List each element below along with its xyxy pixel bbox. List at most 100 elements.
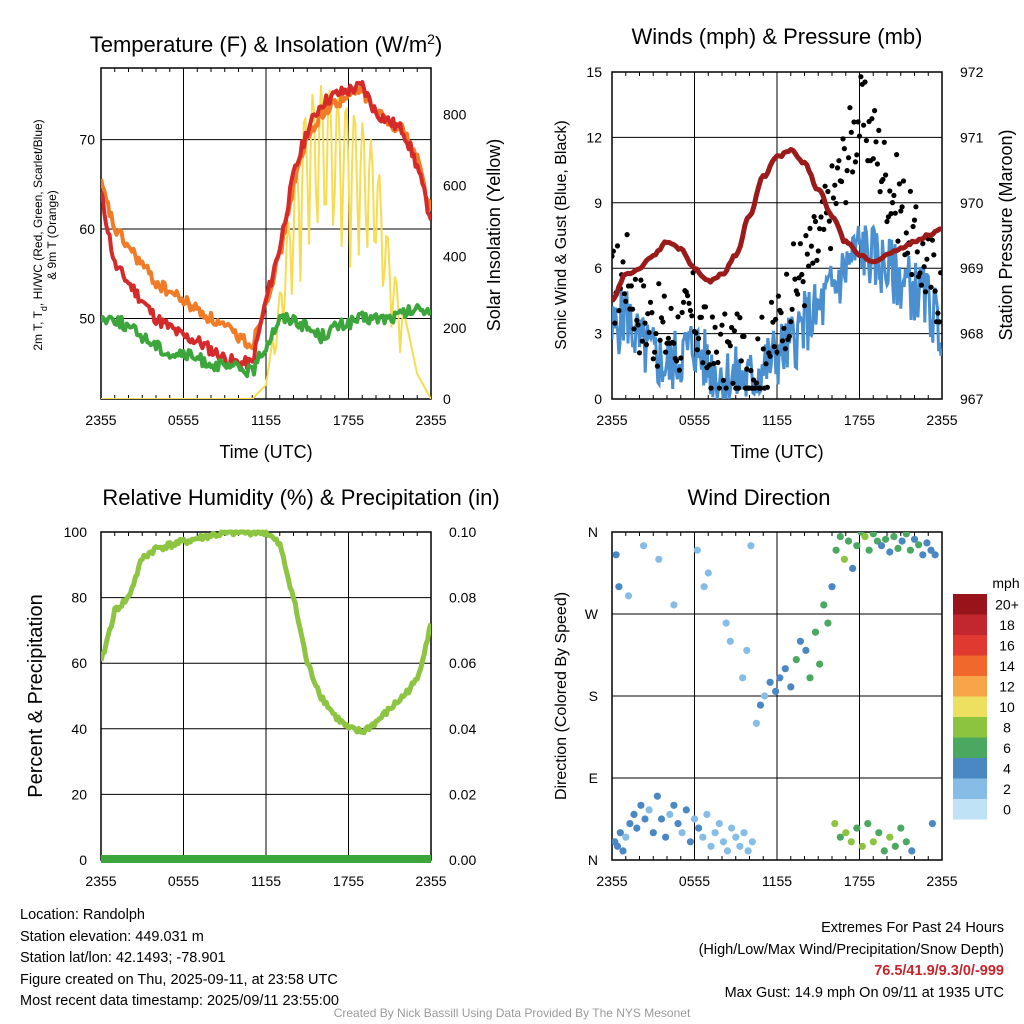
gust-point	[645, 311, 651, 317]
direction-point	[736, 842, 744, 850]
gust-point	[910, 223, 916, 230]
y-tick-label: 40	[71, 721, 87, 737]
gust-point	[738, 358, 744, 364]
direction-point	[670, 601, 678, 609]
created-text: Figure created on Thu, 2025-09-11, at 23…	[20, 971, 338, 988]
gust-point	[759, 314, 765, 320]
gust-point	[840, 136, 846, 142]
gust-point	[811, 214, 817, 220]
y2-tick-label: 971	[960, 129, 984, 145]
direction-point	[828, 583, 836, 591]
direction-point	[613, 842, 622, 850]
gust-point	[924, 256, 930, 262]
gust-point	[881, 139, 887, 145]
direction-point	[928, 820, 937, 828]
y-axis-label: 2m T, Td, HI/WC (Red, Green, Scarlet/Blu…	[31, 119, 49, 350]
gust-point	[862, 79, 868, 85]
y-tick-label: 60	[79, 221, 95, 237]
humidity-title: Relative Humidity (%) & Precipitation (i…	[102, 485, 499, 510]
direction-point	[637, 801, 645, 809]
gust-point	[763, 361, 769, 367]
gust-point	[702, 304, 709, 310]
legend-label: 12	[999, 678, 1015, 694]
gust-point	[834, 165, 841, 171]
y2-tick-label: 0.02	[449, 786, 476, 802]
direction-point	[666, 810, 674, 819]
gust-point	[708, 385, 714, 391]
gust-point	[844, 168, 850, 174]
direction-point	[842, 829, 850, 837]
direction-point	[722, 619, 730, 627]
gust-point	[812, 218, 819, 225]
gust-point	[795, 291, 801, 297]
gust-point	[620, 259, 626, 265]
gust-point	[818, 214, 824, 220]
direction-point	[882, 535, 890, 543]
gust-point	[764, 384, 771, 390]
y2-tick-label: 0	[443, 391, 451, 407]
gust-point	[876, 127, 882, 133]
gust-point	[829, 163, 835, 169]
gust-point	[687, 307, 694, 314]
x-tick-label: 2355	[415, 412, 446, 428]
gust-point	[888, 211, 894, 217]
direction-point	[743, 646, 751, 655]
gust-point	[779, 338, 786, 344]
gust-point	[920, 241, 926, 247]
gust-point	[848, 129, 854, 135]
gust-point	[851, 119, 857, 125]
y2-axis-label: Station Pressure (Maroon)	[996, 129, 1016, 340]
gust-point	[804, 251, 810, 257]
gust-point	[898, 208, 904, 214]
gust-point	[693, 330, 699, 336]
legend-swatch	[953, 737, 987, 758]
gust-point	[623, 298, 629, 304]
gust-point	[900, 178, 907, 184]
gust-point	[658, 315, 665, 321]
location-text: Location: Randolph	[20, 907, 145, 923]
winds-panel: 2355 0555 1155 1755 2355 0 3 6 9 12 15 967 968 969 970…	[553, 24, 1016, 462]
gust-point	[741, 333, 747, 339]
direction-point	[776, 674, 784, 682]
direction-point	[787, 683, 795, 691]
direction-point	[766, 678, 774, 686]
gust-point	[887, 188, 893, 194]
gust-point	[612, 320, 618, 326]
y2-tick-label: 0.06	[449, 655, 476, 671]
y2-tick-label: 600	[443, 177, 467, 193]
direction-point	[726, 637, 734, 645]
gust-point	[872, 108, 878, 114]
direction-point	[756, 701, 765, 709]
gust-point	[894, 152, 900, 158]
gust-point	[822, 183, 828, 189]
temperature-title: Temperature (F) & Insolation (W/m2)	[90, 31, 443, 57]
direction-point	[655, 555, 663, 563]
direction-point	[649, 829, 657, 837]
direction-point	[781, 665, 789, 673]
gust-point	[698, 314, 705, 320]
direction-point	[616, 829, 624, 837]
gust-point	[836, 158, 842, 164]
gust-point	[668, 305, 674, 311]
direction-point	[864, 820, 872, 828]
gust-point	[873, 139, 879, 145]
direction-point	[715, 820, 723, 828]
legend-label: 18	[999, 617, 1015, 633]
direction-point	[792, 656, 800, 664]
gust-point	[843, 200, 849, 206]
direction-point	[678, 829, 686, 837]
gust-point	[653, 331, 659, 337]
x-tick-label: 2355	[926, 412, 957, 428]
direction-point	[693, 546, 701, 554]
direction-point	[740, 829, 748, 837]
gust-point	[654, 363, 661, 369]
gust-point	[707, 362, 713, 368]
series-td	[101, 303, 431, 379]
gust-point	[641, 283, 647, 289]
speed-legend: mph 20+ 18 16 14 12 10 8 6 4 2 0	[953, 575, 1020, 820]
gust-point	[858, 74, 864, 80]
y2-tick-label: 967	[960, 391, 984, 407]
gust-point	[632, 276, 639, 282]
gust-point	[929, 237, 936, 243]
direction-point	[615, 583, 623, 591]
